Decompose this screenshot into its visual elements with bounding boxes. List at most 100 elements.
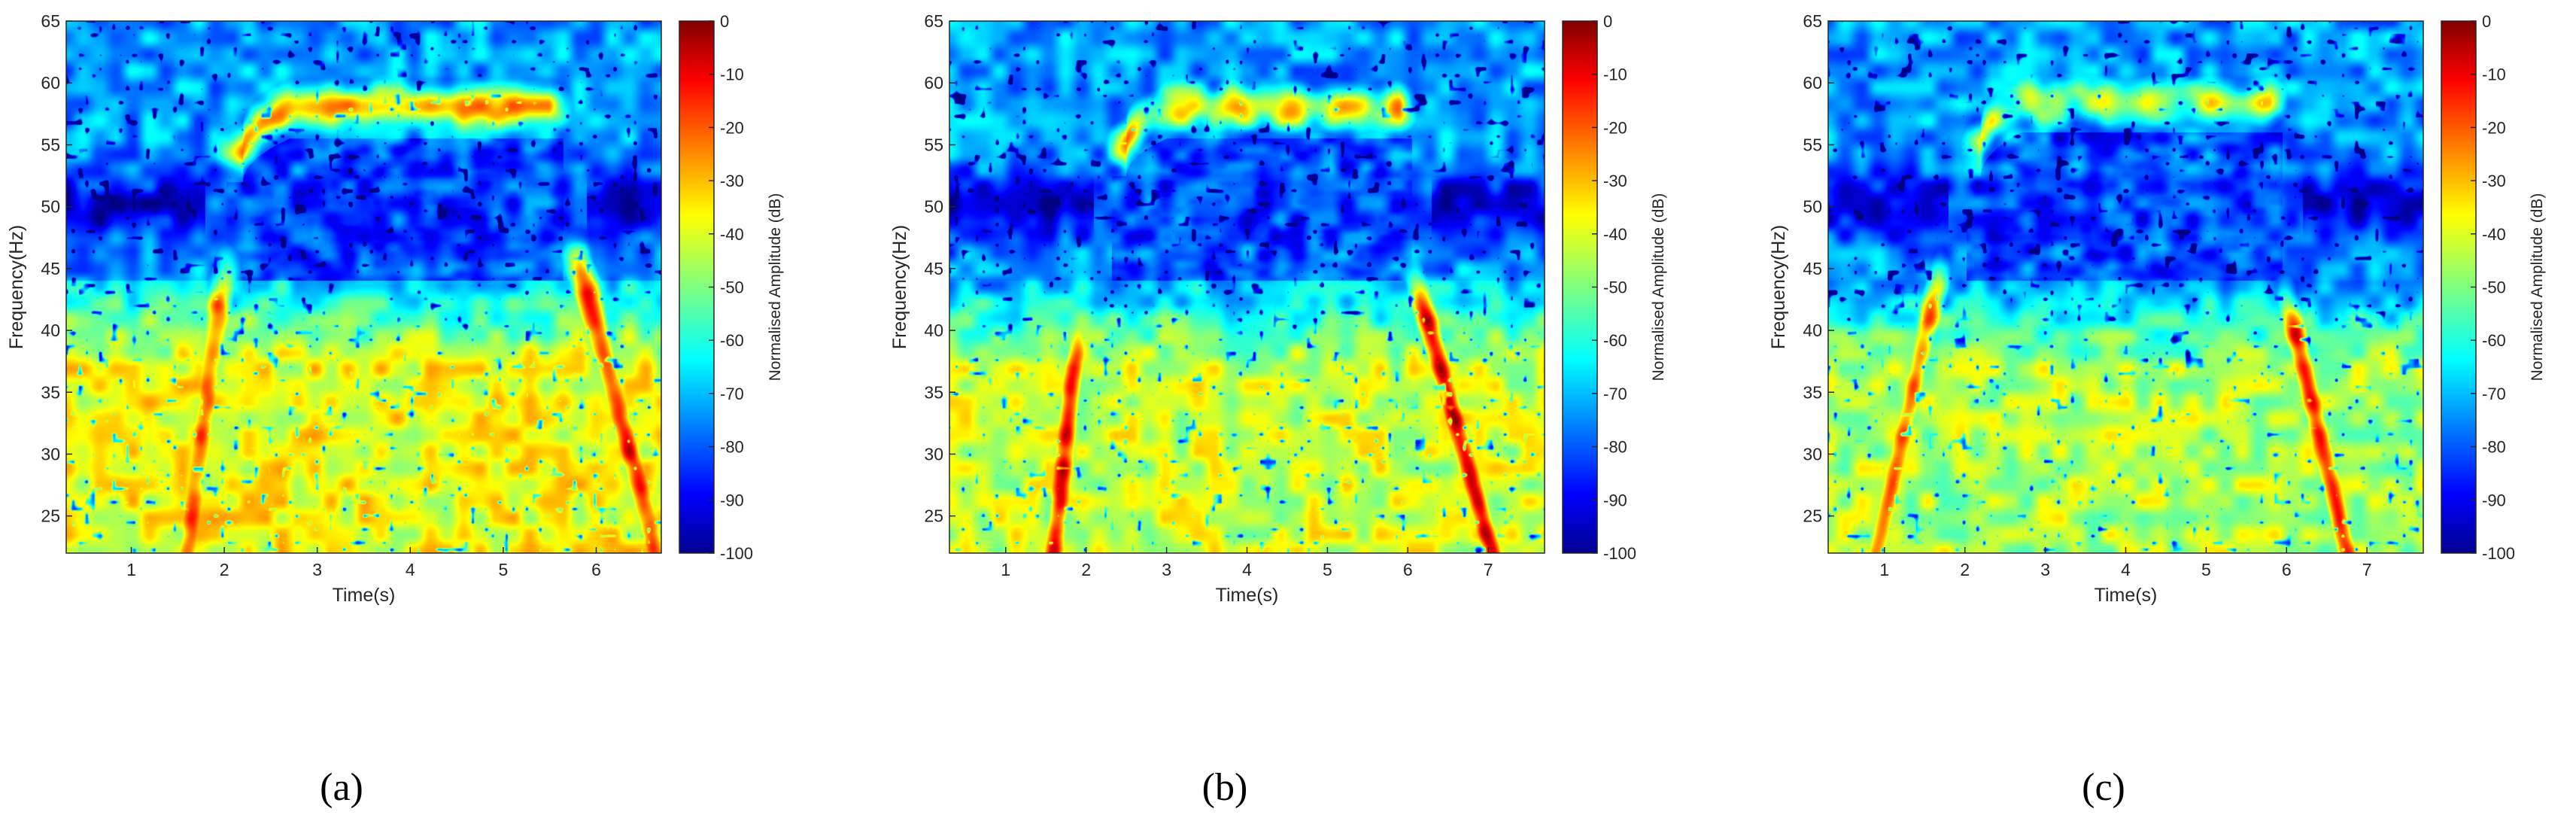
y-tick-label: 30 bbox=[1803, 444, 1822, 464]
y-tick-label: 25 bbox=[1803, 506, 1822, 526]
colorbar-tick-label: -60 bbox=[2482, 331, 2506, 350]
y-tick-label: 40 bbox=[41, 321, 60, 340]
colorbar-tick-label: -80 bbox=[2482, 438, 2506, 457]
y-tick-label: 25 bbox=[41, 506, 60, 526]
panel-caption: (c) bbox=[2082, 766, 2125, 809]
y-tick-label: 65 bbox=[924, 11, 943, 31]
panel-b: 1 2 3 4 5 6 7253035404550556065Time(s)Frequenc… bbox=[889, 11, 1667, 809]
colorbar-tick-label: -90 bbox=[2482, 491, 2506, 509]
y-tick-label: 55 bbox=[924, 135, 943, 154]
colorbar-tick-label: -10 bbox=[1603, 65, 1627, 84]
colorbar-label: Normalised Amplitude (dB) bbox=[2529, 193, 2546, 382]
colorbar-tick-label: -100 bbox=[2482, 544, 2515, 563]
colorbar-tick-label: -10 bbox=[720, 65, 744, 84]
plot-frame bbox=[65, 20, 662, 554]
colorbar-tick-label: -50 bbox=[1603, 278, 1627, 297]
y-axis-label: Frequency(Hz) bbox=[889, 225, 910, 349]
x-tick-label: 1 bbox=[1879, 560, 1889, 579]
x-tick-label: 2 bbox=[220, 560, 229, 579]
colorbar-tick-label: 0 bbox=[1603, 12, 1612, 31]
x-tick-label: 3 bbox=[1162, 560, 1171, 579]
panel-caption: (a) bbox=[320, 766, 363, 809]
colorbar-tick-label: -30 bbox=[2482, 172, 2506, 190]
spectrogram-heatmap bbox=[949, 21, 1545, 553]
x-tick-label: 5 bbox=[1323, 560, 1332, 579]
colorbar-tick-label: -80 bbox=[1603, 438, 1627, 457]
y-tick-label: 35 bbox=[924, 382, 943, 402]
y-tick-label: 60 bbox=[1803, 73, 1822, 93]
colorbar-tick-label: -50 bbox=[2482, 278, 2506, 297]
colorbar-tick-label: -40 bbox=[2482, 225, 2506, 244]
x-axis-label: Time(s) bbox=[2095, 585, 2158, 606]
colorbar-tick-label: -30 bbox=[1603, 172, 1627, 190]
x-tick-label: 2 bbox=[1960, 560, 1970, 579]
colorbar bbox=[679, 20, 715, 554]
colorbar-tick-label: -20 bbox=[720, 118, 744, 137]
panels: 1 2 3 4 5 6253035404550556065Time(s)Frequency… bbox=[6, 11, 2546, 809]
spectrogram-heatmap bbox=[66, 21, 661, 553]
colorbar-tick-label: -90 bbox=[1603, 491, 1627, 509]
x-tick-label: 7 bbox=[2362, 560, 2372, 579]
colorbar-tick-label: -100 bbox=[1603, 544, 1636, 563]
x-axis-label: Time(s) bbox=[1216, 585, 1279, 606]
colorbar-tick-label: -20 bbox=[1603, 118, 1627, 137]
colorbar-tick-label: -100 bbox=[720, 544, 753, 563]
colorbar-tick-label: -40 bbox=[1603, 225, 1627, 244]
y-tick-label: 40 bbox=[924, 321, 943, 340]
y-tick-label: 45 bbox=[1803, 259, 1822, 278]
x-tick-label: 2 bbox=[1081, 560, 1091, 579]
colorbar-tick-label: 0 bbox=[720, 12, 729, 31]
panel-caption: (b) bbox=[1202, 766, 1248, 809]
y-tick-label: 50 bbox=[41, 197, 60, 217]
y-tick-label: 25 bbox=[924, 506, 943, 526]
x-tick-label: 3 bbox=[312, 560, 322, 579]
y-tick-label: 65 bbox=[1803, 11, 1822, 31]
colorbar-tick-label: -70 bbox=[2482, 385, 2506, 403]
colorbar-tick-label: -90 bbox=[720, 491, 744, 509]
colorbar-tick-label: -20 bbox=[2482, 118, 2506, 137]
panel-a: 1 2 3 4 5 6253035404550556065Time(s)Frequency… bbox=[6, 11, 784, 809]
y-tick-label: 55 bbox=[1803, 135, 1822, 154]
x-tick-label: 6 bbox=[2282, 560, 2292, 579]
colorbar-tick-label: -80 bbox=[720, 438, 744, 457]
x-tick-label: 5 bbox=[2201, 560, 2211, 579]
x-axis-label: Time(s) bbox=[333, 585, 396, 606]
x-tick-label: 7 bbox=[1484, 560, 1493, 579]
colorbar-label: Normalised Amplitude (dB) bbox=[767, 193, 784, 382]
x-tick-label: 4 bbox=[406, 560, 415, 579]
colorbar-tick-label: -50 bbox=[720, 278, 744, 297]
y-tick-label: 30 bbox=[41, 444, 60, 464]
x-tick-label: 1 bbox=[126, 560, 136, 579]
colorbar-label: Normalised Amplitude (dB) bbox=[1650, 193, 1667, 382]
x-tick-label: 3 bbox=[2040, 560, 2050, 579]
y-tick-label: 45 bbox=[924, 259, 943, 278]
spectrogram-heatmap bbox=[1828, 21, 2423, 553]
y-tick-label: 40 bbox=[1803, 321, 1822, 340]
x-tick-label: 5 bbox=[498, 560, 508, 579]
y-tick-label: 60 bbox=[41, 73, 60, 93]
y-tick-label: 55 bbox=[41, 135, 60, 154]
x-tick-label: 4 bbox=[1242, 560, 1252, 579]
y-tick-label: 30 bbox=[924, 444, 943, 464]
x-tick-label: 6 bbox=[591, 560, 601, 579]
colorbar bbox=[2441, 20, 2477, 554]
y-tick-label: 35 bbox=[1803, 382, 1822, 402]
y-tick-label: 45 bbox=[41, 259, 60, 278]
colorbar-tick-label: -40 bbox=[720, 225, 744, 244]
y-tick-label: 50 bbox=[1803, 197, 1822, 217]
y-tick-label: 65 bbox=[41, 11, 60, 31]
colorbar-tick-label: -60 bbox=[1603, 331, 1627, 350]
colorbar bbox=[1562, 20, 1598, 554]
y-tick-label: 50 bbox=[924, 197, 943, 217]
x-tick-label: 4 bbox=[2121, 560, 2131, 579]
colorbar-tick-label: 0 bbox=[2482, 12, 2491, 31]
x-tick-label: 6 bbox=[1403, 560, 1413, 579]
panel-c: 1 2 3 4 5 6 7253035404550556065Time(s)Frequenc… bbox=[1768, 11, 2546, 809]
y-tick-label: 35 bbox=[41, 382, 60, 402]
colorbar-tick-label: -60 bbox=[720, 331, 744, 350]
y-axis-label: Frequency(Hz) bbox=[6, 225, 27, 349]
x-tick-label: 1 bbox=[1001, 560, 1010, 579]
y-axis-label: Frequency(Hz) bbox=[1768, 225, 1789, 349]
y-tick-label: 60 bbox=[924, 73, 943, 93]
